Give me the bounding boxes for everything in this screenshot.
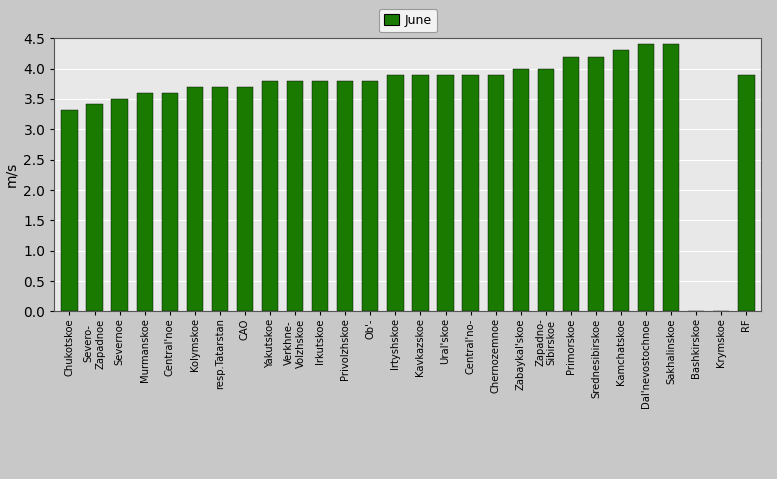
Bar (538, 68, 554, 311)
Legend: June: June (378, 9, 437, 32)
Bar (337, 81, 354, 311)
Bar (613, 50, 629, 311)
Bar (663, 45, 679, 311)
Bar (162, 93, 178, 311)
Bar (437, 75, 454, 311)
Bar (738, 75, 754, 311)
Bar (86, 104, 103, 311)
Bar (513, 68, 529, 311)
Bar (362, 81, 378, 311)
Bar (462, 75, 479, 311)
Bar (137, 93, 153, 311)
Bar (237, 87, 253, 311)
Bar (111, 99, 127, 311)
Bar (287, 81, 303, 311)
Bar (563, 57, 579, 311)
Bar (588, 57, 605, 311)
Y-axis label: m/s: m/s (4, 162, 18, 187)
Bar (387, 75, 403, 311)
Bar (638, 45, 654, 311)
Bar (487, 75, 503, 311)
Bar (186, 87, 203, 311)
Bar (211, 87, 228, 311)
Bar (262, 81, 278, 311)
Bar (413, 75, 429, 311)
Bar (312, 81, 329, 311)
Bar (61, 110, 78, 311)
